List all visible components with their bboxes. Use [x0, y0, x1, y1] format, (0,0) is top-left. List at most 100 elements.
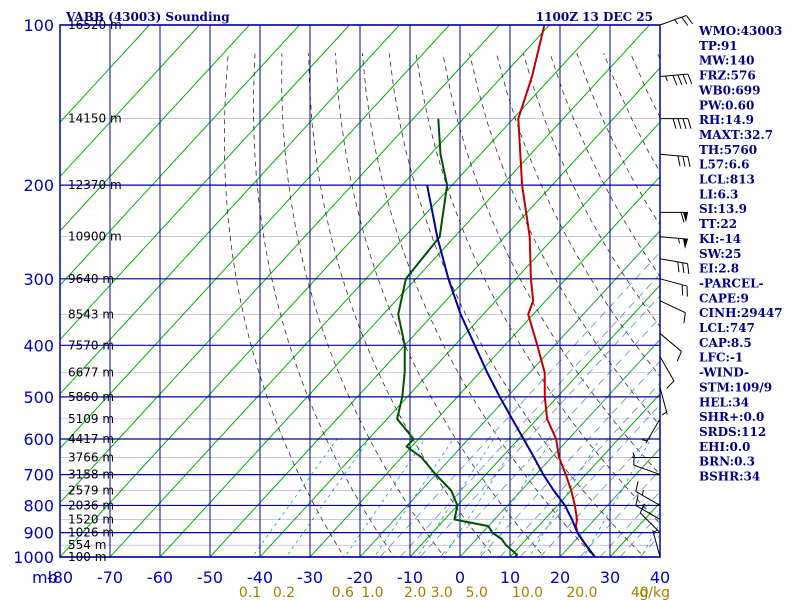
height-label: 5860 m	[68, 390, 114, 404]
index-value: LFC:-1	[699, 351, 743, 365]
height-label: 14150 m	[68, 112, 122, 126]
index-value: HEL:34	[699, 395, 749, 409]
mixing-ratio-tick-label: 1.0	[361, 585, 383, 600]
wind-barb	[659, 14, 693, 26]
barb-full	[687, 263, 690, 275]
barb-full	[666, 380, 675, 389]
isotherm-line	[60, 25, 450, 450]
barb-full	[677, 118, 682, 129]
barb-full	[672, 118, 677, 129]
mixing-ratio-tick-label: 0.2	[273, 585, 295, 600]
barb-half	[665, 75, 668, 82]
index-value: CINH:29447	[699, 306, 783, 320]
index-value: EI:2.8	[699, 262, 739, 276]
mixing-ratio-tick-label: 0.1	[239, 585, 261, 600]
barb-flag	[682, 238, 688, 249]
index-value: FRZ:576	[699, 69, 756, 83]
mixing-ratio-units: g/kg	[639, 585, 670, 600]
dry-adiabat	[442, 53, 660, 475]
index-value: CAPE:9	[699, 291, 749, 305]
mixing-ratio-line	[443, 438, 520, 557]
barb-full	[682, 156, 686, 167]
chart-datetime: 1100Z 13 DEC 25	[536, 10, 653, 24]
wind-barb	[635, 481, 661, 506]
index-value: STM:109/9	[699, 380, 772, 394]
isotherm-line	[60, 25, 550, 557]
dry-adiabat	[253, 53, 395, 557]
wind-barb	[642, 418, 661, 444]
mixing-ratio-labels: 0.1 0.2 0.6 1.0 2.0 3.0 5.0 10.0 20.0 40	[239, 585, 649, 600]
temp-tick-label: 0	[455, 568, 465, 587]
height-label: 2579 m	[68, 484, 114, 498]
isotherm-line	[60, 25, 250, 232]
index-value: CAP:8.5	[699, 336, 752, 350]
barb-full	[639, 503, 646, 514]
index-value: SI:13.9	[699, 202, 747, 216]
barb-half	[661, 411, 667, 416]
barb-staff	[633, 464, 661, 476]
barb-half	[641, 489, 644, 496]
wind-barb	[660, 118, 692, 129]
index-value: KI:-14	[699, 232, 741, 246]
height-label: 6677 m	[68, 366, 114, 380]
temp-tick-label: -30	[297, 568, 323, 587]
barb-staff	[659, 333, 682, 352]
index-value: LCL:813	[699, 173, 755, 187]
mixing-ratio-line	[373, 438, 454, 557]
height-label: 554 m	[68, 538, 106, 552]
barb-full	[635, 495, 639, 506]
pressure-axis-labels: 100 200 300 400 500 600 700 800 900 1000	[13, 16, 54, 567]
barb-half	[653, 529, 659, 533]
mixing-ratio-tick-label: 2.0	[404, 585, 426, 600]
temperature-axis-labels: -80 -70 -60 -50 -40 -30 -20 -10 0 10 20 30 40	[47, 568, 670, 587]
isotherm-line	[60, 25, 400, 395]
wind-barb	[659, 278, 688, 297]
barb-staff	[659, 356, 675, 382]
index-value: MAXT:32.7	[699, 128, 773, 142]
pressure-tick-label: 900	[23, 524, 54, 543]
height-label: 4417 m	[68, 432, 114, 446]
barb-full	[685, 15, 693, 25]
index-value: LI:6.3	[699, 187, 738, 201]
height-label: 5109 m	[68, 412, 114, 426]
barb-full	[682, 118, 687, 129]
wind-barb	[659, 387, 668, 416]
barb-full	[635, 481, 639, 492]
temp-tick-label: -50	[197, 568, 223, 587]
barb-staff	[639, 512, 661, 534]
wind-barb	[652, 529, 661, 558]
height-label: 10900 m	[68, 230, 122, 244]
barb-staff	[659, 387, 668, 415]
dry-adiabat	[224, 53, 345, 557]
temp-tick-label: -80	[47, 568, 73, 587]
wind-barb	[639, 503, 661, 534]
height-labels: 16520 m 14150 m 12370 m 10900 m 9640 m 8543 m…	[68, 18, 122, 564]
pressure-tick-label: 500	[23, 388, 54, 407]
moist-adiabat	[599, 491, 660, 557]
index-value: -WIND-	[699, 366, 749, 380]
pressure-tick-label: 600	[23, 430, 54, 449]
index-value: MW:140	[699, 54, 754, 68]
height-label: 3158 m	[68, 468, 114, 482]
wind-barb	[660, 211, 688, 223]
index-value: TP:91	[699, 39, 738, 53]
pressure-tick-label: 800	[23, 496, 54, 515]
isotherm-line	[60, 25, 300, 286]
height-label: 12370 m	[68, 178, 122, 192]
chart-title: VABB (43003) Sounding	[65, 10, 230, 24]
mixing-ratio-tick-label: 3.0	[431, 585, 453, 600]
temp-tick-label: 10	[500, 568, 520, 587]
temp-tick-label: -10	[397, 568, 423, 587]
ylabel-mb: mb	[32, 568, 58, 587]
height-label: 100 m	[68, 550, 106, 564]
height-label: 7570 m	[68, 338, 114, 352]
mixing-ratio-tick-label: 40	[631, 585, 649, 600]
index-value: PW:0.60	[699, 98, 754, 112]
index-value: -PARCEL-	[699, 276, 764, 290]
pressure-tick-label: 300	[23, 270, 54, 289]
isotherm-line	[309, 175, 660, 557]
height-label: 2036 m	[68, 498, 114, 512]
barb-staff	[652, 529, 661, 558]
barb-full	[633, 454, 635, 466]
